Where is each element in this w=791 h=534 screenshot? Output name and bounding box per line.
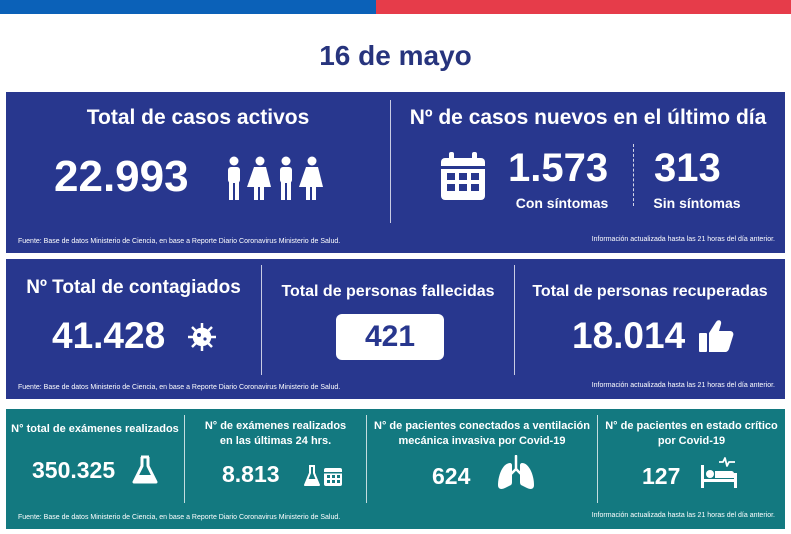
ventilation-value: 624 [432,463,471,489]
panel-divider [597,415,598,503]
exams-total-block: N° total de exámenes realizados [6,423,184,435]
infected-block: Nº Total de contagiados [6,277,261,299]
panel-divider [261,265,262,375]
active-cases-panel: Total de casos activos 22.993 Nº de caso… [6,92,785,253]
critical-value: 127 [642,463,681,489]
exams-total-value: 350.325 [32,457,116,483]
updated-note: Información actualizada hasta las 21 hor… [591,236,775,243]
active-cases-value: 22.993 [54,152,189,201]
with-symptoms-value: 1.573 [508,146,609,190]
deceased-value: 421 [336,314,444,360]
deceased-title: Total de personas fallecidas [281,283,495,300]
new-cases-title: Nº de casos nuevos en el último día [409,106,767,129]
exams-24h-title-line1: N° de exámenes realizados [204,420,347,432]
totals-panel: Nº Total de contagiados 41.428 Total de … [6,259,785,399]
panel-footer: Fuente: Base de datos Ministerio de Cien… [6,507,785,529]
critical-block: N° de pacientes en estado crítico por Co… [598,419,785,449]
without-symptoms-value: 313 [654,146,721,190]
source-note: Fuente: Base de datos Ministerio de Cien… [18,238,341,245]
updated-note: Información actualizada hasta las 21 hor… [591,512,775,519]
source-note: Fuente: Base de datos Ministerio de Cien… [18,384,341,391]
exams-24h-value: 8.813 [222,461,280,487]
panel-divider [514,265,515,375]
source-note: Fuente: Base de datos Ministerio de Cien… [18,514,341,521]
recovered-value: 18.014 [572,315,686,356]
calendar-icon [439,152,487,202]
panel-divider [366,415,367,503]
active-cases-block: Total de casos activos [6,106,390,130]
people-icon [224,156,326,202]
updated-note: Información actualizada hasta las 21 hor… [591,382,775,389]
with-symptoms-label: Con síntomas [515,195,609,211]
panel-divider [390,100,391,223]
exams-24h-title-line2: en las últimas 24 hrs. [219,435,332,447]
exams-total-title: N° total de exámenes realizados [11,423,179,435]
deceased-block: Total de personas fallecidas [262,283,514,301]
flag-bar-blue [0,0,376,14]
recovered-title: Total de personas recuperadas [532,283,768,300]
ventilation-title-line2: mecánica invasiva por Covid-19 [398,435,566,447]
infected-title: Nº Total de contagiados [26,277,241,298]
flask-icon [132,455,158,485]
flask-calendar-icon [304,465,344,487]
critical-title-line2: por Covid-19 [657,435,726,447]
critical-title-line1: N° de pacientes en estado crítico [605,420,778,432]
infected-value: 41.428 [52,315,166,356]
recovered-block: Total de personas recuperadas [515,283,785,301]
report-date: 16 de mayo [319,40,472,71]
panel-footer: Fuente: Base de datos Ministerio de Cien… [6,377,785,399]
thumbs-up-icon [698,319,734,353]
new-cases-block: Nº de casos nuevos en el último día [391,106,785,130]
without-symptoms-label: Sin síntomas [653,195,741,211]
panel-footer: Fuente: Base de datos Ministerio de Cien… [6,231,785,253]
panel-divider [184,415,185,503]
ventilation-title-line1: N° de pacientes conectados a ventilación [374,420,590,432]
exams-panel: N° total de exámenes realizados 350.325 … [6,409,785,529]
virus-icon [186,321,218,353]
flag-bar [0,0,791,16]
ventilation-block: N° de pacientes conectados a ventilación… [367,419,597,449]
hospital-bed-icon [699,457,739,489]
flag-bar-red [376,0,791,14]
active-cases-title: Total de casos activos [86,106,310,129]
exams-24h-block: N° de exámenes realizados en las últimas… [185,419,366,449]
symptoms-divider [633,144,634,206]
lungs-icon [496,455,536,491]
